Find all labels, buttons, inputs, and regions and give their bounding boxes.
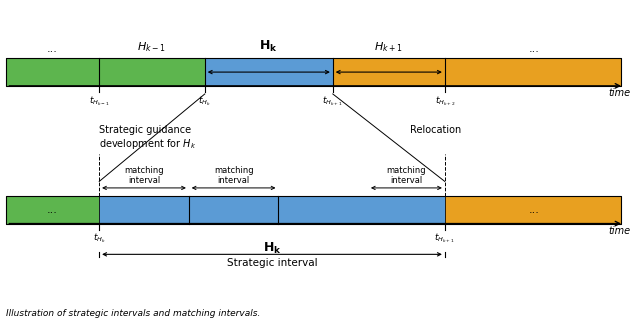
FancyBboxPatch shape xyxy=(445,196,621,224)
Text: ...: ... xyxy=(529,205,540,215)
FancyBboxPatch shape xyxy=(99,58,205,86)
Text: Strategic interval: Strategic interval xyxy=(227,258,317,268)
Text: $t_{H_k}$: $t_{H_k}$ xyxy=(198,94,211,108)
Text: ...: ... xyxy=(47,205,58,215)
Text: $t_{H_k}$: $t_{H_k}$ xyxy=(93,232,106,245)
FancyBboxPatch shape xyxy=(445,58,621,86)
Text: ...: ... xyxy=(47,44,58,54)
Text: time: time xyxy=(608,226,630,236)
FancyBboxPatch shape xyxy=(205,58,333,86)
Text: ...: ... xyxy=(529,44,540,54)
FancyBboxPatch shape xyxy=(6,58,99,86)
Text: $\mathbf{H_k}$: $\mathbf{H_k}$ xyxy=(262,241,282,257)
Text: $\mathbf{H_k}$: $\mathbf{H_k}$ xyxy=(259,39,278,54)
Text: $t_{H_{k+2}}$: $t_{H_{k+2}}$ xyxy=(435,94,455,108)
Text: $H_{k-1}$: $H_{k-1}$ xyxy=(138,40,166,54)
Text: $t_{H_{k-1}}$: $t_{H_{k-1}}$ xyxy=(89,94,109,108)
FancyBboxPatch shape xyxy=(99,196,445,224)
Text: time: time xyxy=(608,88,630,98)
Text: matching
interval: matching interval xyxy=(214,166,253,185)
Text: Relocation: Relocation xyxy=(410,125,461,135)
Text: $t_{H_{k+1}}$: $t_{H_{k+1}}$ xyxy=(323,94,343,108)
Text: Strategic guidance
development for $H_k$: Strategic guidance development for $H_k$ xyxy=(99,125,196,151)
Text: $t_{H_{k+1}}$: $t_{H_{k+1}}$ xyxy=(435,232,455,245)
Text: matching
interval: matching interval xyxy=(387,166,426,185)
FancyBboxPatch shape xyxy=(333,58,445,86)
Text: matching
interval: matching interval xyxy=(124,166,164,185)
FancyBboxPatch shape xyxy=(6,196,99,224)
Text: Illustration of strategic intervals and matching intervals.: Illustration of strategic intervals and … xyxy=(6,309,260,318)
Text: $H_{k+1}$: $H_{k+1}$ xyxy=(374,40,403,54)
